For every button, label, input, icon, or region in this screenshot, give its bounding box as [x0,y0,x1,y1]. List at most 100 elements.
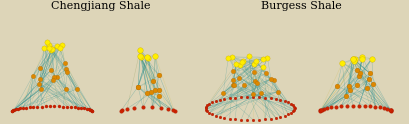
Point [75,107,81,108]
Point [276,116,283,118]
Point [148,106,155,108]
Point [87,109,93,111]
Point [231,118,238,120]
Point [55,106,62,108]
Point [235,77,242,79]
Point [250,63,257,65]
Point [364,78,371,80]
Point [348,105,355,107]
Point [152,55,158,57]
Point [60,106,66,108]
Text: Burgess Shale: Burgess Shale [261,1,341,11]
Point [355,105,361,107]
Point [143,56,150,58]
Point [130,107,137,109]
Point [240,84,247,86]
Point [47,69,54,71]
Point [356,72,362,74]
Point [281,115,287,117]
Point [83,108,90,110]
Point [40,47,47,49]
Point [155,89,162,91]
Point [144,92,151,93]
Point [263,57,270,59]
Point [360,105,367,107]
Point [157,107,164,109]
Point [366,105,373,107]
Point [202,106,209,108]
Point [272,117,278,119]
Point [383,108,390,110]
Point [225,57,231,59]
Point [349,58,356,60]
Point [290,107,297,109]
Point [36,82,42,84]
Point [387,109,393,111]
Point [71,106,78,108]
Point [281,100,287,102]
Point [236,64,243,66]
Point [323,107,330,109]
Point [253,82,259,84]
Point [231,97,238,99]
Point [119,109,125,111]
Point [64,106,70,108]
Point [249,119,256,121]
Point [346,89,352,91]
Point [243,96,250,98]
Point [250,71,257,73]
Point [169,109,176,111]
Point [134,86,141,88]
Point [366,72,372,74]
Point [354,75,361,77]
Point [221,117,227,119]
Point [229,84,236,86]
Point [56,47,63,49]
Point [61,62,68,64]
Point [385,108,392,110]
Point [124,108,130,110]
Point [348,58,355,60]
Point [13,108,19,110]
Point [343,105,349,107]
Point [345,85,352,87]
Point [226,118,232,120]
Point [34,106,40,108]
Point [208,101,215,103]
Point [20,107,26,109]
Point [89,110,95,112]
Point [239,60,246,62]
Point [358,58,365,60]
Point [243,119,250,121]
Point [262,72,269,74]
Point [258,58,265,60]
Point [317,109,323,111]
Point [63,88,69,90]
Point [212,100,218,102]
Point [150,80,156,82]
Point [289,110,295,112]
Point [36,78,43,80]
Point [54,45,60,47]
Point [376,106,382,108]
Point [320,108,326,110]
Point [257,92,263,94]
Point [137,55,143,57]
Point [9,110,16,112]
Point [139,106,146,108]
Point [51,76,57,78]
Point [78,107,85,109]
Point [38,106,45,108]
Point [137,56,144,58]
Point [267,78,274,80]
Point [238,62,245,63]
Point [164,108,171,110]
Point [216,116,222,118]
Point [267,118,273,120]
Point [155,95,162,97]
Point [44,41,50,43]
Point [358,56,365,58]
Point [387,109,393,111]
Point [368,58,374,60]
Point [318,108,324,110]
